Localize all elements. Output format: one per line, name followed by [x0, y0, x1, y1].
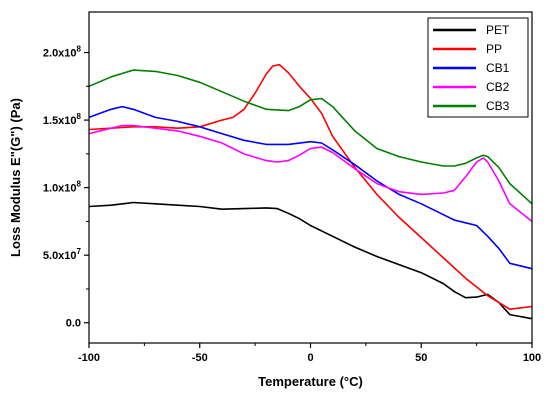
series-line-cb1: [88, 105, 533, 270]
y-tick-label: 1.0x108: [43, 180, 82, 195]
x-tick-label: -50: [192, 352, 208, 364]
x-axis: -100 -50 0 50 100: [78, 343, 541, 364]
y-tick-label: 0.0: [66, 318, 81, 330]
y-axis: 0.0 5.0x107 1.0x108 1.5x108 2.0x108: [43, 45, 89, 330]
legend-label: CB3: [486, 99, 510, 113]
x-tick-label: 50: [415, 352, 427, 364]
y-tick-label: 5.0x107: [43, 247, 82, 262]
series-layer: [88, 63, 533, 320]
x-axis-title: Temperature (°C): [258, 374, 363, 389]
series-line-cb3: [88, 69, 533, 205]
y-tick-label: 2.0x108: [43, 45, 82, 60]
legend: PET PP CB1 CB2 CB3: [427, 17, 529, 118]
y-axis-title: Loss Modulus E"(G") (Pa): [8, 98, 23, 257]
series-line-cb2: [88, 124, 533, 223]
legend-label: CB2: [486, 80, 510, 94]
y-tick-label: 1.5x108: [43, 112, 82, 127]
legend-label: PET: [486, 23, 510, 37]
x-tick-label: 0: [307, 352, 313, 364]
legend-label: CB1: [486, 61, 510, 75]
series-line-pp: [88, 63, 533, 311]
x-tick-label: -100: [78, 352, 100, 364]
x-tick-label: 100: [523, 352, 541, 364]
legend-label: PP: [486, 42, 502, 56]
series-line-pet: [88, 201, 533, 320]
